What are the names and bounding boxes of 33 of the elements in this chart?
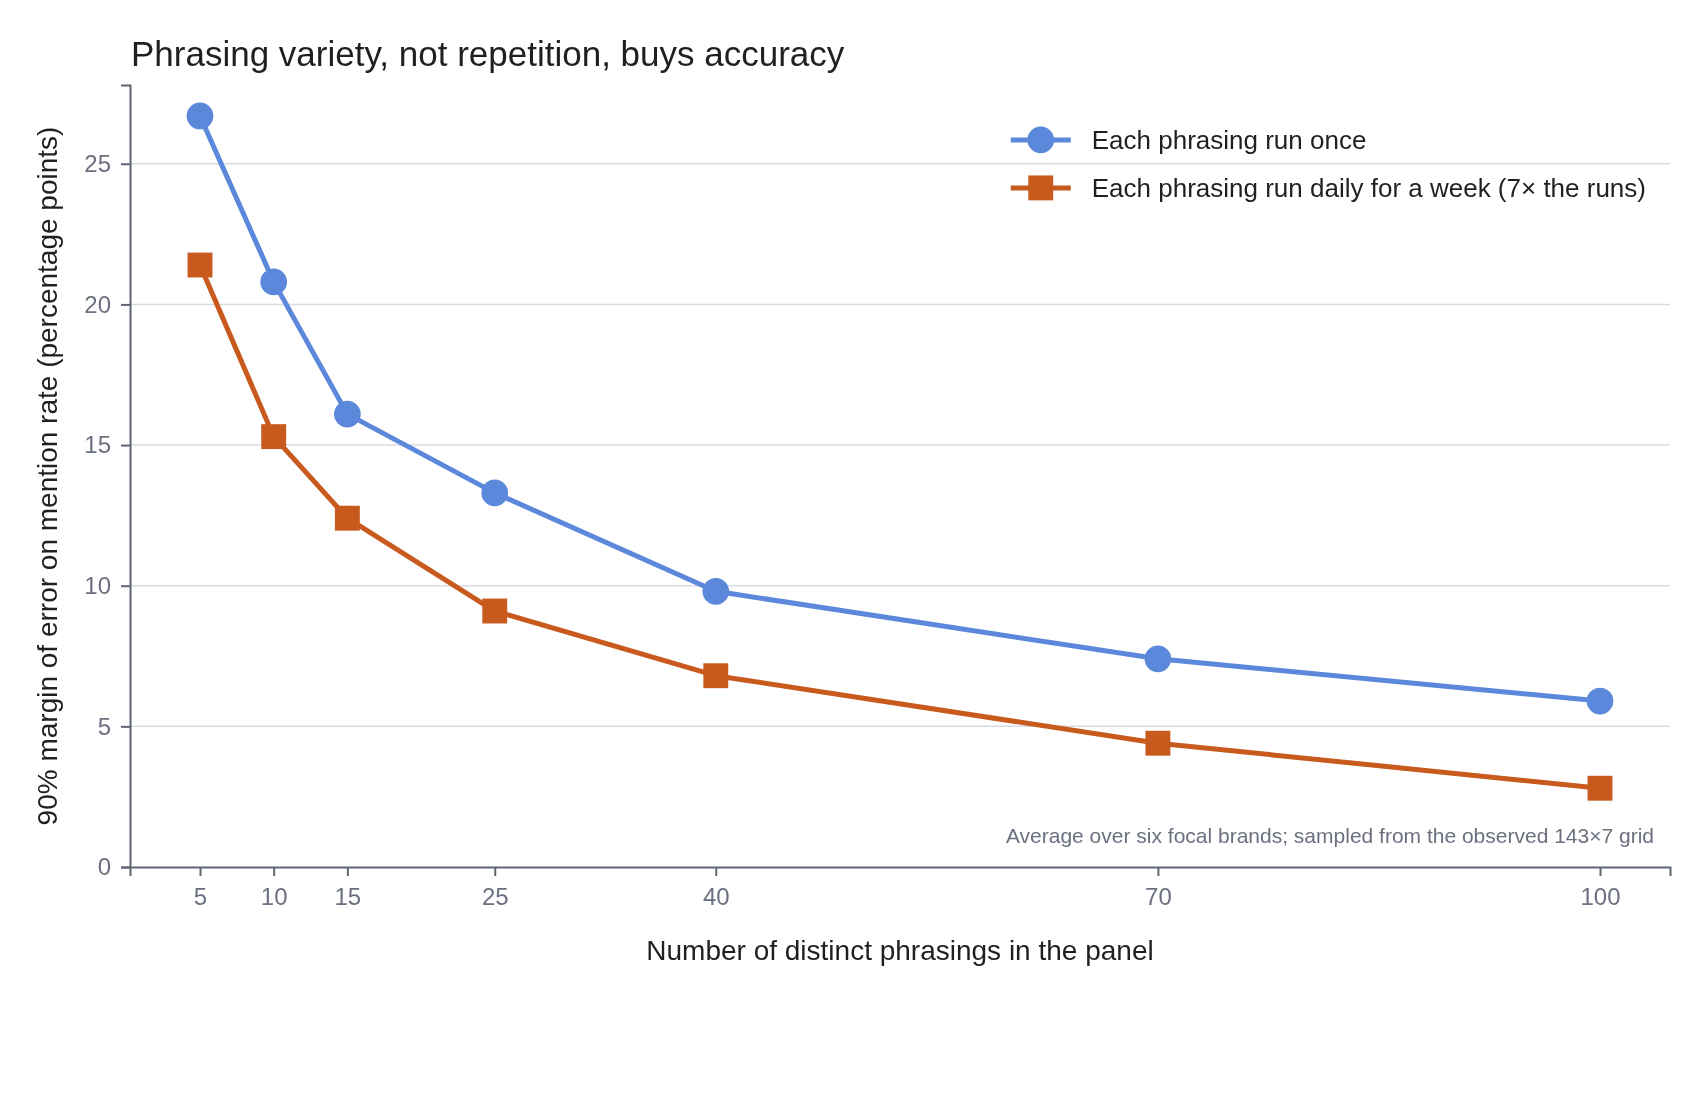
point [703,663,729,689]
x-tick-label: 10 [260,883,288,911]
y-tick-label: 20 [84,290,111,318]
point [186,102,214,130]
chart-title: Phrasing variety, not repetition, buys accuracy [131,34,845,73]
x-axis-title: Number of distinct phrasings in the panel [646,935,1154,966]
point [702,578,730,605]
y-tick-label: 10 [84,571,111,599]
point [1587,775,1613,801]
point [261,424,287,450]
point [334,400,361,428]
y-tick-label: 0 [97,853,111,881]
point [260,268,288,296]
point [334,505,360,531]
x-tick-label: 25 [481,883,509,911]
y-axis-title: 90% margin of error on mention rate (percentage points) [32,126,63,826]
point [1144,645,1172,673]
point [482,598,508,624]
point [481,479,509,507]
point [1145,730,1171,756]
x-tick-label: 100 [1580,883,1621,911]
x-tick-label: 70 [1145,883,1172,911]
legend-label: Each phrasing run daily for a week (7× the runs) [1091,173,1646,203]
y-tick-label: 25 [84,149,111,177]
y-tick-label: 5 [97,712,111,740]
point [187,252,213,278]
x-tick-label: 15 [334,883,362,911]
y-tick-label: 15 [84,431,111,459]
point [1586,687,1614,715]
x-tick-label: 40 [702,883,730,911]
legend-label: Each phrasing run once [1091,125,1367,155]
x-tick-label: 5 [193,883,208,911]
annotation: Average over six focal brands; sampled from the observed 143×7 grid [1005,824,1654,847]
